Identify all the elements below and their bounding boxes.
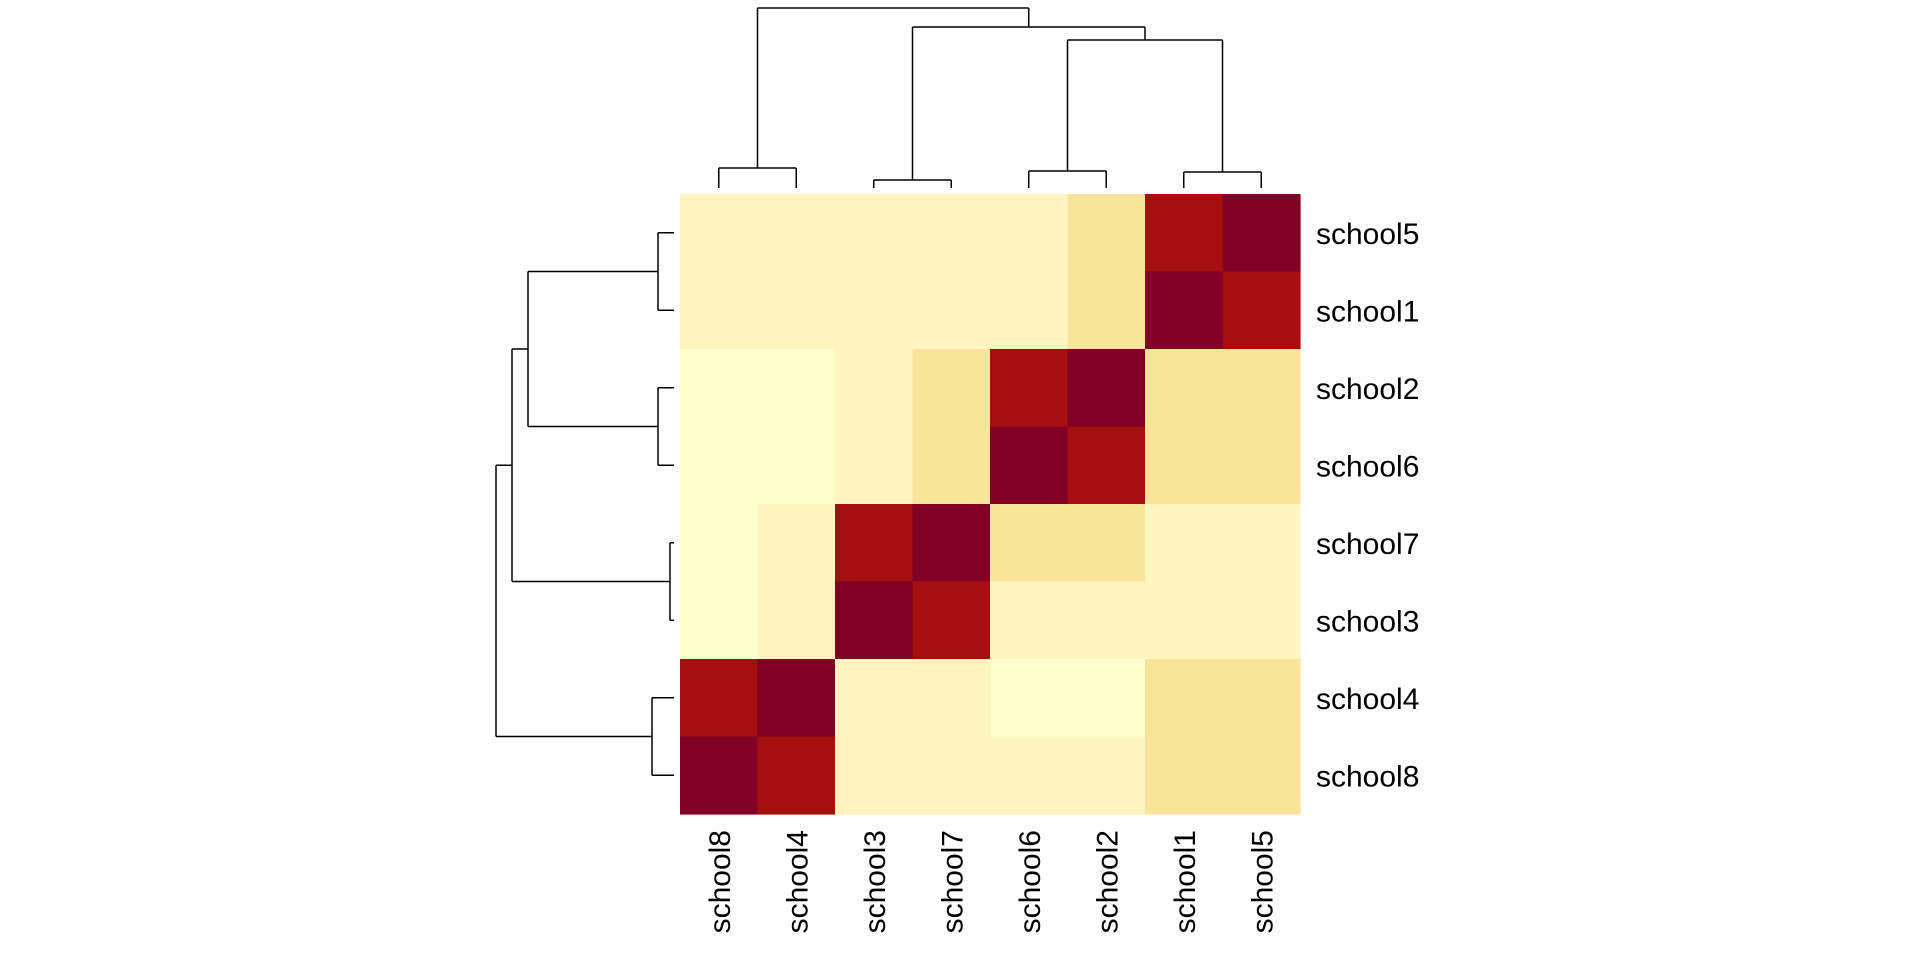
heatmap-cell-school6-school2: [1067, 426, 1146, 505]
column-label-school6: school6: [1014, 830, 1047, 933]
heatmap-cell-school5-school3: [835, 194, 914, 273]
heatmap-cells: [680, 194, 1301, 815]
heatmap-cell-school8-school5: [1222, 736, 1301, 815]
heatmap-cell-school6-school4: [757, 426, 836, 505]
heatmap-cell-school4-school1: [1145, 659, 1224, 738]
heatmap-cell-school8-school2: [1067, 736, 1146, 815]
heatmap-cell-school4-school4: [757, 659, 836, 738]
heatmap-cell-school8-school6: [990, 736, 1069, 815]
heatmap-cell-school5-school8: [680, 194, 759, 273]
heatmap-cell-school1-school8: [680, 271, 759, 350]
heatmap-cell-school8-school3: [835, 736, 914, 815]
heatmap-cell-school7-school1: [1145, 504, 1224, 583]
heatmap-cell-school6-school5: [1222, 426, 1301, 505]
heatmap-cell-school1-school7: [912, 271, 991, 350]
row-label-school3: school3: [1316, 605, 1419, 638]
heatmap-cell-school2-school2: [1067, 349, 1146, 428]
heatmap-cell-school3-school8: [680, 581, 759, 660]
heatmap-cell-school8-school8: [680, 736, 759, 815]
heatmap-cell-school4-school7: [912, 659, 991, 738]
heatmap-cell-school1-school2: [1067, 271, 1146, 350]
heatmap-cell-school5-school2: [1067, 194, 1146, 273]
heatmap-cell-school6-school1: [1145, 426, 1224, 505]
row-dendrogram: [495, 232, 674, 776]
row-label-school8: school8: [1316, 760, 1419, 793]
heatmap-cell-school5-school5: [1222, 194, 1301, 273]
heatmap-cell-school3-school7: [912, 581, 991, 660]
column-label-school8: school8: [704, 830, 737, 933]
heatmap-cell-school8-school7: [912, 736, 991, 815]
heatmap-cell-school2-school7: [912, 349, 991, 428]
heatmap-cell-school4-school5: [1222, 659, 1301, 738]
heatmap-cell-school7-school5: [1222, 504, 1301, 583]
heatmap-cell-school3-school6: [990, 581, 1069, 660]
heatmap-cell-school5-school7: [912, 194, 991, 273]
heatmap-cell-school8-school4: [757, 736, 836, 815]
column-label-school4: school4: [781, 830, 814, 933]
heatmap-cell-school7-school6: [990, 504, 1069, 583]
column-dendrogram: [718, 7, 1262, 188]
heatmap-cell-school3-school2: [1067, 581, 1146, 660]
heatmap-cell-school4-school2: [1067, 659, 1146, 738]
heatmap-cell-school3-school4: [757, 581, 836, 660]
heatmap-cell-school2-school3: [835, 349, 914, 428]
heatmap-cell-school3-school1: [1145, 581, 1224, 660]
column-label-school2: school2: [1091, 830, 1124, 933]
heatmap-cell-school6-school8: [680, 426, 759, 505]
heatmap-cell-school5-school6: [990, 194, 1069, 273]
heatmap-cell-school8-school1: [1145, 736, 1224, 815]
row-label-school7: school7: [1316, 528, 1419, 561]
heatmap-cell-school4-school6: [990, 659, 1069, 738]
heatmap-cell-school1-school3: [835, 271, 914, 350]
heatmap-cell-school3-school5: [1222, 581, 1301, 660]
heatmap-cell-school1-school1: [1145, 271, 1224, 350]
heatmap-cell-school7-school8: [680, 504, 759, 583]
row-label-school5: school5: [1316, 218, 1419, 251]
row-label-school2: school2: [1316, 373, 1419, 406]
heatmap-cell-school7-school7: [912, 504, 991, 583]
heatmap-cell-school6-school3: [835, 426, 914, 505]
heatmap-cell-school1-school5: [1222, 271, 1301, 350]
column-label-school5: school5: [1246, 830, 1279, 933]
heatmap-cell-school1-school4: [757, 271, 836, 350]
heatmap-cell-school2-school5: [1222, 349, 1301, 428]
heatmap-cell-school1-school6: [990, 271, 1069, 350]
heatmap-cell-school2-school6: [990, 349, 1069, 428]
row-label-school6: school6: [1316, 450, 1419, 483]
column-label-school1: school1: [1169, 830, 1202, 933]
column-labels: school8 school4 school3 school7 school6 schoo…: [704, 830, 1280, 933]
heatmap-cell-school6-school6: [990, 426, 1069, 505]
row-labels: school5 school1 school2 school6 school7 schoo…: [1316, 218, 1419, 794]
heatmap-cell-school6-school7: [912, 426, 991, 505]
row-label-school4: school4: [1316, 683, 1419, 716]
heatmap-cell-school7-school3: [835, 504, 914, 583]
heatmap-cell-school4-school3: [835, 659, 914, 738]
heatmap-cell-school2-school4: [757, 349, 836, 428]
heatmap-cell-school2-school1: [1145, 349, 1224, 428]
row-label-school1: school1: [1316, 295, 1419, 328]
heatmap-cell-school3-school3: [835, 581, 914, 660]
heatmap-cell-school2-school8: [680, 349, 759, 428]
heatmap-cell-school4-school8: [680, 659, 759, 738]
column-label-school7: school7: [936, 830, 969, 933]
heatmap-cell-school5-school1: [1145, 194, 1224, 273]
column-label-school3: school3: [859, 830, 892, 933]
heatmap-cell-school7-school4: [757, 504, 836, 583]
heatmap-cell-school7-school2: [1067, 504, 1146, 583]
heatmap-cell-school5-school4: [757, 194, 836, 273]
